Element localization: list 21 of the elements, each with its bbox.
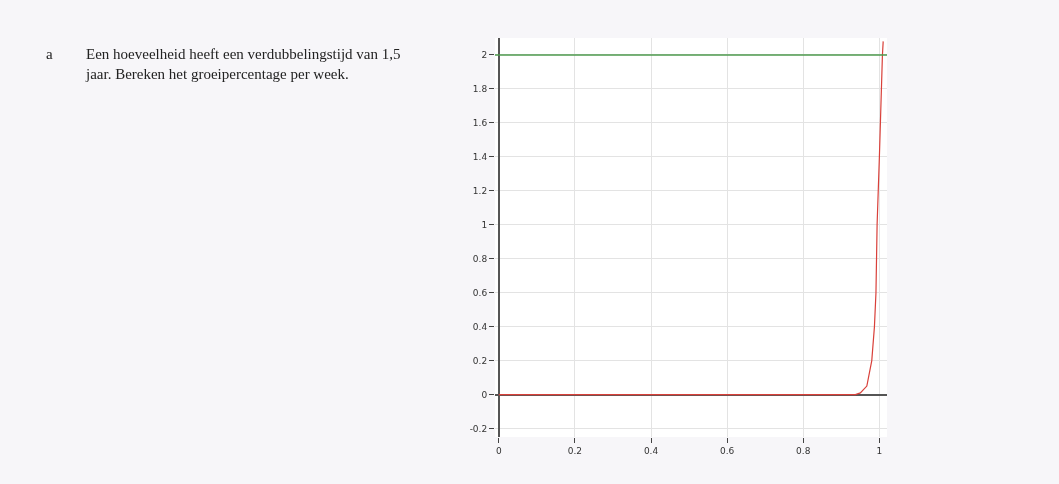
- line-series: [498, 40, 884, 396]
- x-tick-label: 0.8: [796, 445, 811, 456]
- x-tick-label: 0: [495, 445, 502, 456]
- y-tick-label: 0.4: [472, 321, 488, 332]
- y-tick-label: 1.8: [472, 84, 488, 95]
- x-tick-label: 0.2: [567, 445, 583, 456]
- y-tick-label: 0.8: [472, 253, 488, 264]
- y-tick-label: 1.6: [472, 118, 488, 129]
- text: Een hoeveelheid heeft een verdubbelingstijd van 1,5 jaar. Bereken het groeipercentage per week.: [85, 46, 401, 82]
- x-tick-label: 0.6: [720, 445, 735, 456]
- y-tick-label: 0.6: [472, 287, 488, 298]
- y-tick-label: 0.2: [472, 355, 488, 366]
- y-tick-label: 2: [481, 50, 488, 61]
- y-tick-label: -0.2: [469, 423, 488, 434]
- x-tick-label: 0.4: [643, 445, 659, 456]
- x-tick-label: 1: [876, 445, 883, 456]
- y-tick-label: 0: [481, 389, 488, 400]
- y-tick-label: 1.2: [472, 185, 488, 196]
- text: a: [46, 46, 53, 62]
- y-tick-label: 1: [481, 219, 488, 230]
- y-tick-label: 1.4: [472, 152, 488, 162]
